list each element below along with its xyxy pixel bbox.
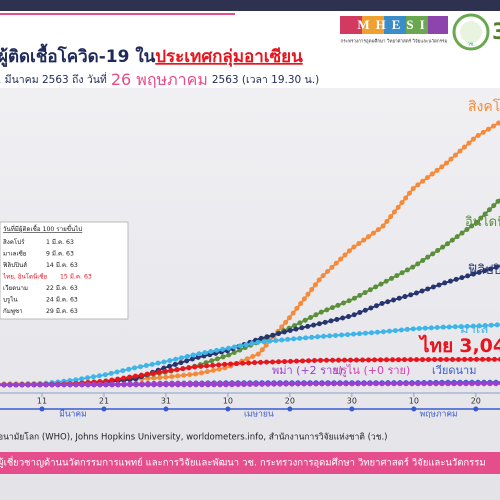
month-dot	[163, 406, 169, 412]
x-ticks: 11 21 31 10 20 30 10 20 มีนาคม เมษายน พฤษภาคม	[37, 393, 481, 420]
series-label: ไทย 3,04	[418, 334, 500, 357]
inset-title: วันที่มีผู้ติดเชื้อ 100 รายขึ้นไป	[3, 224, 82, 233]
source: อนามัยโลก (WHO), Johns Hopkins Universit…	[0, 432, 388, 443]
series-name: พม่า (+2 ราย)	[272, 364, 343, 377]
top-line	[0, 13, 235, 15]
series-beads	[0, 380, 500, 388]
month-label: มีนาคม	[59, 409, 86, 420]
series-label: บรูไน (+0 ราย)	[334, 364, 410, 377]
month-dot	[287, 406, 293, 412]
x-tick-label: 30	[347, 397, 357, 406]
series-label: ฟิลิปปิ	[468, 263, 500, 278]
side-text: 3	[492, 20, 500, 45]
month-label: เมษายน	[244, 410, 274, 420]
series-label: มาเล	[460, 322, 488, 337]
inset-box	[0, 221, 129, 320]
month-label: พฤษภาคม	[420, 410, 458, 420]
series-label: อินโดนี	[465, 214, 500, 230]
inset-country: ฟิลิปปินส์	[3, 261, 28, 269]
x-tick-label: 31	[161, 397, 171, 406]
x-tick-label: 21	[99, 397, 109, 406]
inset-country: มาเลเซีย	[3, 250, 27, 258]
top-band	[0, 0, 500, 11]
inset-date: 22 มี.ค. 63	[46, 284, 78, 292]
series-name: อินโดนี	[465, 214, 500, 230]
logo-caption: กระทรวงการอุดมศึกษา วิทยาศาสตร์ วิจัยและ…	[341, 38, 448, 45]
inset-date: 29 มี.ค. 63	[46, 307, 78, 315]
footer: ผู้เชี่ยวชาญด้านนวัตกรรมการแพทย์ และการว…	[0, 456, 486, 469]
inset-country: ไทย, อินโดนีเซีย	[2, 273, 48, 281]
x-tick-label: 20	[471, 397, 481, 406]
series-name: มาเล	[460, 322, 488, 337]
logo: MHESI กระทรวงการอุดมศึกษา วิทยาศาสตร์ วิ…	[340, 13, 500, 51]
logo-text: MHESI	[357, 17, 430, 32]
inset-country: สิงคโปร์	[3, 238, 25, 246]
inset-date: 24 มี.ค. 63	[46, 296, 78, 304]
series-name: ไทย	[418, 334, 453, 357]
title-text: ผู้ติดเชื้อโควิด-19 ใน	[0, 43, 156, 68]
inset-date: 1 มี.ค. 63	[46, 238, 74, 246]
series-beads	[0, 322, 500, 388]
inset-date: 15 มี.ค. 63	[60, 273, 92, 281]
logo2-text: วช.	[467, 42, 475, 48]
subtitle-start: . มีนาคม 2563 ถึง วันที่	[0, 72, 107, 86]
x-tick-label: 10	[409, 397, 419, 406]
month-dot	[39, 406, 45, 412]
plot: สิงคโปอินโดนีฟิลิปปิมาเลไทย3,04เวียดนามบ…	[0, 98, 500, 388]
series-label: พม่า (+2 ราย)	[272, 364, 343, 377]
month-dot	[349, 406, 355, 412]
inset-country: กัมพูชา	[3, 308, 23, 315]
x-tick-label: 11	[37, 397, 47, 406]
month-dot	[225, 406, 231, 412]
inset-country: เวียดนาม	[3, 284, 28, 292]
subtitle-end: 2563 (เวลา 19.30 น.)	[212, 74, 319, 86]
series-name: ฟิลิปปิ	[468, 263, 500, 278]
inset-date: 9 มี.ค. 63	[46, 250, 74, 258]
x-tick-label: 10	[223, 397, 233, 406]
series-label: สิงคโป	[468, 98, 500, 115]
footer-band	[0, 452, 500, 474]
inset-table: วันที่มีผู้ติดเชื้อ 100 รายขึ้นไปสิงคโปร…	[0, 221, 129, 320]
title-highlight: ประเทศกลุ่มอาเซียน	[155, 46, 303, 67]
month-dot	[411, 406, 417, 412]
subtitle: . มีนาคม 2563 ถึง วันที่ 26 พฤษภาคม 2563 (…	[0, 70, 319, 89]
month-dot	[473, 406, 479, 412]
series-name: บรูไน (+0 ราย)	[334, 364, 410, 377]
series-name: สิงคโป	[468, 98, 500, 115]
title: ผู้ติดเชื้อโควิด-19 ในประเทศกลุ่มอาเซียน	[0, 43, 303, 68]
series-end-label: 3,04	[459, 335, 500, 357]
inset-date: 14 มี.ค. 63	[46, 261, 78, 269]
series-name: เวียดนาม	[432, 364, 476, 377]
inset-country: บรูไน	[3, 296, 18, 304]
subtitle-date: 26 พฤษภาคม	[111, 70, 208, 89]
series-label: เวียดนาม	[432, 364, 476, 377]
month-dot	[101, 406, 107, 412]
x-tick-label: 20	[285, 397, 295, 406]
